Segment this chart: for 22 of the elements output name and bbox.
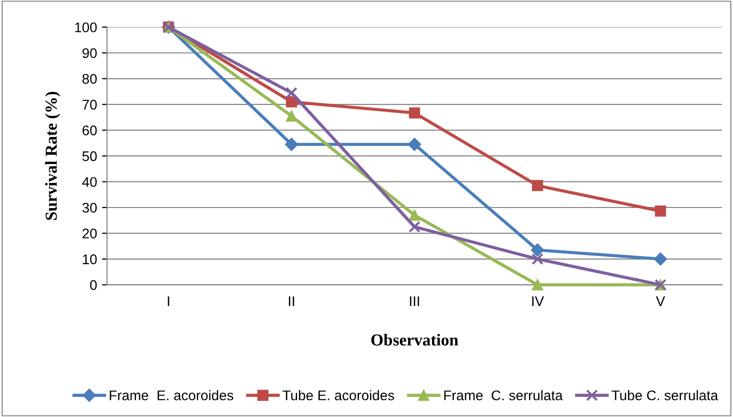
y-tick-label: 50 xyxy=(82,151,97,162)
legend-label: Tube C. serrulata xyxy=(612,390,718,400)
y-tick-label: 60 xyxy=(82,126,97,136)
x-tick-label: II xyxy=(288,296,294,306)
y-tick-label: 70 xyxy=(82,100,97,110)
x-tick-label: V xyxy=(656,296,666,306)
x-axis-title: Observation xyxy=(371,334,458,346)
y-tick-label: 40 xyxy=(82,177,97,187)
y-tick-label: 0 xyxy=(90,280,97,290)
y-tick-label: 90 xyxy=(82,48,97,58)
y-axis-title: Survival Rate (%) xyxy=(45,92,60,220)
legend-label: Tube E. acoroides xyxy=(282,390,394,400)
x-tick-label: I xyxy=(168,296,170,306)
x-tick-label: IV xyxy=(532,296,544,306)
y-tick-label: 20 xyxy=(82,228,97,238)
x-tick-label: III xyxy=(410,296,420,306)
y-tick-label: 100 xyxy=(75,22,97,32)
y-tick-label: 80 xyxy=(82,74,97,84)
legend-label: Frame E. acoroides xyxy=(110,390,234,400)
y-tick-label: 30 xyxy=(82,202,97,213)
y-tick-label: 10 xyxy=(82,254,97,264)
legend-label: Frame C. serrulata xyxy=(444,390,563,400)
